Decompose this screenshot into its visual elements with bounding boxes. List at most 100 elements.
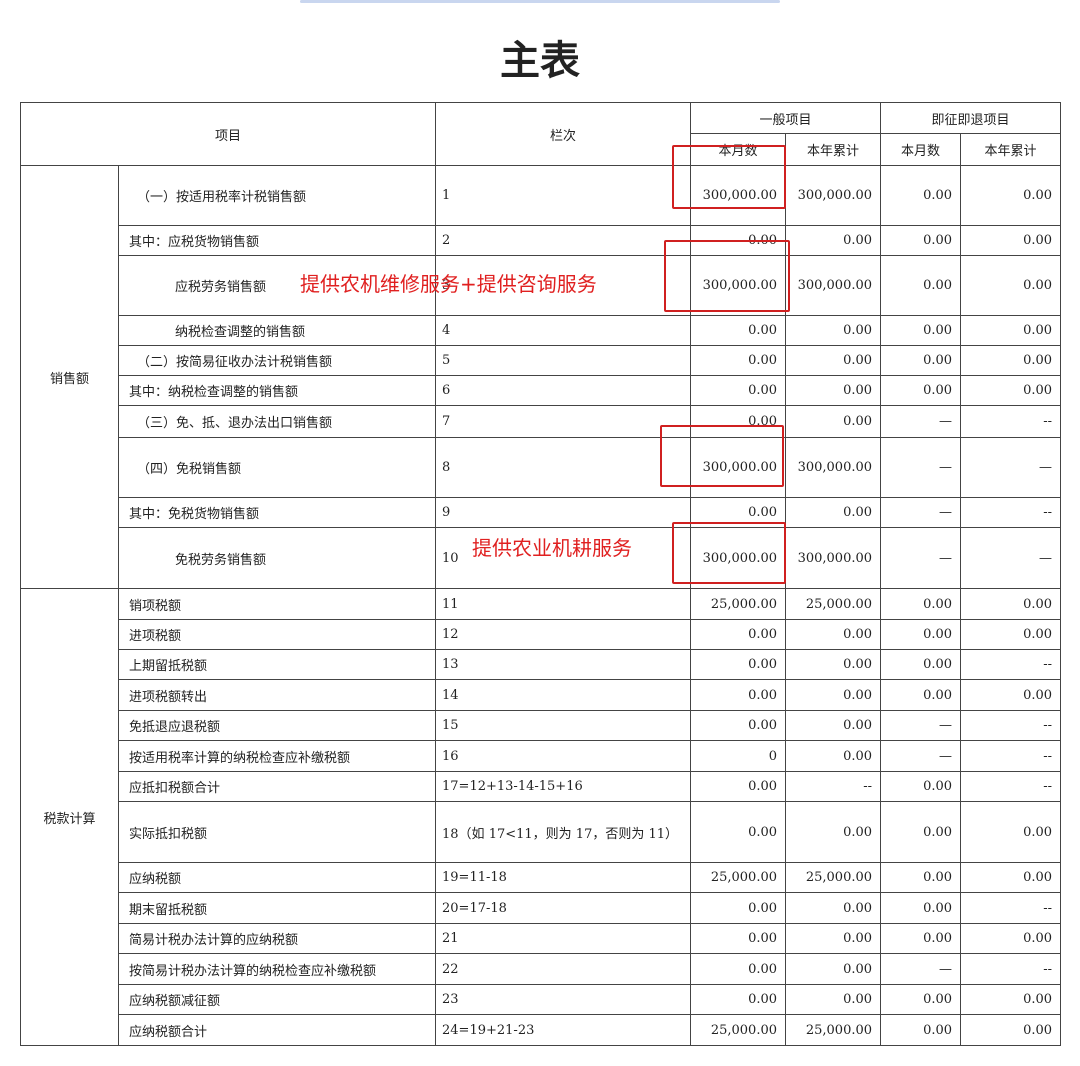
item-label: 应纳税额合计	[117, 1014, 437, 1046]
table-row: （三）免、抵、退办法出口销售额 7 0.00 0.00— --	[21, 405, 1062, 438]
title: 主表	[500, 38, 580, 84]
table-row: 实际抵扣税额 18（如 17<11，则为 17，否则为 11） 0.00 0.00 0.…	[21, 801, 1062, 863]
amount: 0.00	[690, 405, 787, 438]
amount: 0.00	[785, 923, 882, 954]
table-row: 纳税检查调整的销售额 4 0.00 0.00 0.00 0.00	[21, 315, 1062, 346]
amount: 0.00	[785, 953, 882, 985]
amount: 0.00	[690, 710, 787, 741]
amount: —	[880, 497, 962, 528]
table-body: 项目 栏次 一般项目 即征即退项目 本月数 本年累计 本月数 本年累计 销售额 （一）按适用税率计…	[19, 102, 1062, 1046]
amount: 25,000.00	[785, 1014, 882, 1046]
amount: 0.00	[880, 255, 962, 316]
header-cell: 本年累计	[960, 133, 1062, 166]
table-row: 税款计算 销项税额 11 25,000.00 25,000.00 0.00 0.00	[20, 588, 1062, 1046]
amount: 0.00	[785, 345, 882, 376]
amount: 300,000.00	[690, 527, 787, 589]
amount: 0.00	[880, 1014, 962, 1046]
line-number: 11	[435, 588, 692, 620]
amount: 0.00	[880, 801, 962, 863]
amount: 0.00	[785, 375, 882, 406]
table-row: 销售额 （一）按适用税率计税销售额 1 300,000.00 300,000.00 0.0…	[20, 165, 1062, 589]
line-number: 21	[435, 923, 692, 954]
amount: 0.00	[960, 345, 1062, 376]
highlight-box	[664, 240, 790, 312]
highlight-box	[672, 145, 786, 209]
header-cell: 本年累计	[785, 133, 882, 166]
table-row: 免抵退应退税额 15 0.00 0.00— --	[21, 710, 1062, 741]
line-number: 14	[435, 679, 692, 711]
item-label: 其中：纳税检查调整的销售额	[117, 375, 437, 406]
amount: 0.00	[880, 771, 962, 802]
amount: —	[880, 405, 962, 438]
amount: 0.00	[785, 619, 882, 650]
amount: 0.00	[880, 892, 962, 924]
item-label: 进项税额	[117, 619, 437, 650]
header-cell: 本月数	[690, 133, 787, 166]
line-number: 8	[435, 437, 692, 498]
amount: 0.00	[785, 984, 882, 1015]
amount: 0.00	[785, 649, 882, 680]
amount: 0	[690, 740, 787, 772]
line-number: 19=11-18	[435, 862, 692, 893]
header-cell: 项目	[19, 102, 437, 166]
item-label: 应纳税额减征额	[117, 984, 437, 1015]
amount: 0.00	[880, 649, 962, 680]
amount: 0.00	[785, 315, 882, 346]
table-row: 应纳税额 19=11-18 25,000.00 25,000.00 0.00 0.00	[21, 862, 1062, 893]
amount: --	[960, 771, 1062, 802]
amount: 300,000.00	[785, 437, 882, 498]
item-label: 实际抵扣税额	[117, 801, 437, 863]
table-row: 其中：应税货物销售额 2 0.00 0.00 0.00 0.00	[21, 225, 1062, 256]
line-number: 24=19+21-23	[435, 1014, 692, 1046]
line-number: 6	[435, 375, 692, 406]
header-row: 项目 栏次 一般项目 即征即退项目	[19, 102, 1062, 166]
amount: 0.00	[880, 619, 962, 650]
annotation: 提供农机维修服务+提供咨询服务	[300, 272, 597, 296]
table-row: 上期留抵税额 13 0.00 0.00 0.00 --	[21, 649, 1062, 680]
amount: 0.00	[880, 923, 962, 954]
item-label: 免抵退应退税额	[117, 710, 437, 741]
amount: 0.00	[880, 165, 962, 226]
line-number: 22	[435, 953, 692, 985]
amount: 0.00	[690, 679, 787, 711]
table-row: （二）按简易征收办法计税销售额 5 0.00 0.00 0.00 0.00	[21, 345, 1062, 376]
item-label: （一）按适用税率计税销售额	[117, 165, 437, 226]
amount: 0.00	[690, 315, 787, 346]
amount: 0.00	[880, 315, 962, 346]
line-number: 7	[435, 405, 692, 438]
item-label: （四）免税销售额	[117, 437, 437, 498]
amount: 0.00	[960, 619, 1062, 650]
amount: 0.00	[785, 679, 882, 711]
item-label: 免税劳务销售额	[117, 527, 437, 589]
amount: 0.00	[785, 740, 882, 772]
line-number: 5	[435, 345, 692, 376]
amount: 0.00	[690, 771, 787, 802]
item-label: 应抵扣税额合计	[117, 771, 437, 802]
amount: 0.00	[960, 801, 1062, 863]
amount: 0.00	[960, 375, 1062, 406]
header-row: 本月数 本年累计 本月数 本年累计	[21, 133, 1062, 166]
amount: 0.00	[960, 862, 1062, 893]
group-label: 销售额	[20, 165, 119, 589]
amount: 0.00	[880, 862, 962, 893]
amount: 0.00	[690, 892, 787, 924]
amount: --	[960, 892, 1062, 924]
amount: 0.00	[690, 375, 787, 406]
amount: 25,000.00	[690, 588, 787, 620]
amount: 0.00	[960, 165, 1062, 226]
header-cell: 本月数	[880, 133, 962, 166]
amount: 0.00	[960, 315, 1062, 346]
amount: —	[880, 953, 962, 985]
amount: —	[880, 527, 962, 589]
table-row: 应税劳务销售额 3 300,000.00 300,000.00 0.00 0.00	[21, 255, 1062, 316]
item-label: 其中：应税货物销售额	[117, 225, 437, 256]
amount: --	[785, 771, 882, 802]
amount: —	[880, 740, 962, 772]
line-number: 15	[435, 710, 692, 741]
amount: 0.00	[960, 679, 1062, 711]
line-number: 10	[435, 527, 692, 589]
table-row: 应纳税额合计 24=19+21-23 25,000.00 25,000.00 0.00 0…	[21, 1014, 1062, 1046]
amount: 0.00	[690, 984, 787, 1015]
